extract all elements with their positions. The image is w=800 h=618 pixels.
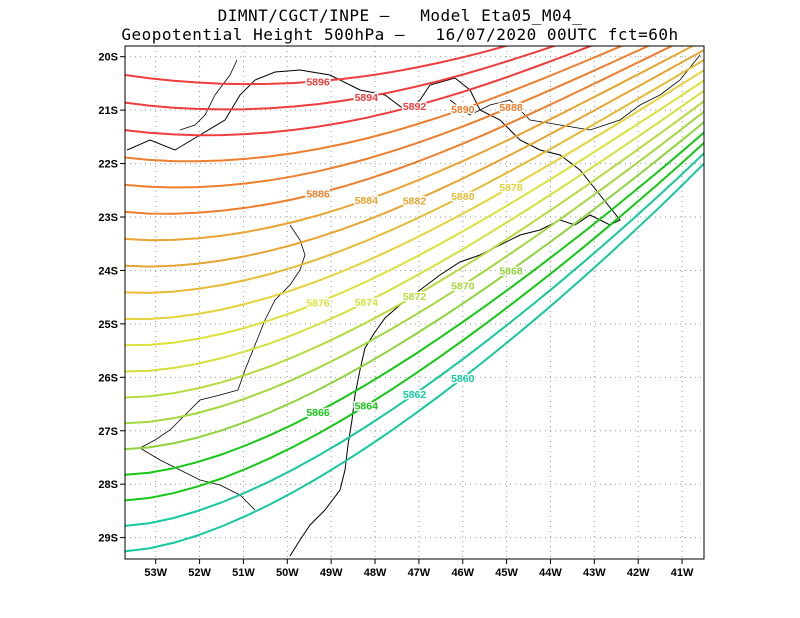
lat-tick-label: 25S <box>98 319 118 331</box>
contour-line <box>125 131 704 476</box>
lon-tick-label: 41W <box>671 567 694 579</box>
axis-ticks: 53W 52W 51W 50W 49W 48W 47W 46W 45W 44W 43W 42W 41W 2… <box>98 52 694 579</box>
lat-tick-label: 26S <box>98 372 118 384</box>
map-subtitle: Geopotential Height 500hPa – 16/07/2020 … <box>121 25 679 44</box>
lon-tick-label: 46W <box>451 567 474 579</box>
lon-tick-label: 50W <box>276 567 299 579</box>
contour-line <box>125 69 704 321</box>
contour-line <box>125 46 594 137</box>
contour-line <box>125 89 704 373</box>
contour-line <box>125 46 651 189</box>
contour-label: 5868 <box>499 265 523 277</box>
lat-tick-label: 23S <box>98 212 118 224</box>
contour-line <box>125 121 704 451</box>
contour-line <box>125 162 704 553</box>
contour-label: 5896 <box>306 76 330 88</box>
contour-label: 5882 <box>403 196 427 208</box>
map-title: DIMNT/CGCT/INPE – Model Eta05_M04_ <box>217 6 583 25</box>
lat-tick-label: 22S <box>98 159 118 171</box>
contour-line <box>125 142 704 502</box>
contour-line <box>125 152 704 527</box>
contour-label: 5860 <box>451 373 475 385</box>
lat-tick-label: 21S <box>98 105 118 117</box>
lon-tick-label: 42W <box>627 567 650 579</box>
contour-label: 5886 <box>306 188 330 200</box>
contour-label: 5870 <box>451 280 475 292</box>
lon-tick-label: 51W <box>232 567 255 579</box>
lon-tick-label: 48W <box>364 567 387 579</box>
lat-tick-label: 24S <box>98 265 118 277</box>
lat-tick-label: 29S <box>98 533 118 545</box>
contour-label: 5894 <box>355 92 379 104</box>
contour-line <box>125 46 695 242</box>
contour-label: 5878 <box>499 182 523 194</box>
lon-tick-label: 52W <box>188 567 211 579</box>
lon-tick-label: 49W <box>320 567 343 579</box>
contour-label: 5874 <box>355 297 379 309</box>
contour-label: 5876 <box>306 298 330 310</box>
contour-line <box>125 46 625 163</box>
contour-line <box>125 46 510 86</box>
contour-line <box>125 59 704 294</box>
lon-tick-label: 53W <box>144 567 167 579</box>
contour-label: 5884 <box>355 195 379 207</box>
contour-label: 5890 <box>451 104 475 116</box>
contour-line <box>125 46 675 215</box>
contour-line <box>125 110 704 425</box>
contour-label: 5892 <box>403 101 427 113</box>
contour-line <box>125 79 704 347</box>
lon-tick-label: 47W <box>408 567 431 579</box>
contour-label: 5864 <box>355 401 379 413</box>
lon-tick-label: 44W <box>539 567 562 579</box>
contour-line <box>125 49 704 268</box>
contour-line <box>125 100 704 399</box>
contour-label: 5880 <box>451 191 475 203</box>
contour-label: 5862 <box>403 389 427 401</box>
contour-label: 5872 <box>403 291 427 303</box>
map-frame <box>124 45 705 560</box>
contour-label: 5888 <box>499 102 523 114</box>
lon-tick-label: 45W <box>495 567 518 579</box>
contour-label: 5866 <box>306 407 330 419</box>
geopotential-contours: 5896 5894 5892 5890 5888 5886 5884 5882 5880 5878… <box>125 46 704 553</box>
lon-tick-label: 43W <box>583 567 606 579</box>
lat-tick-label: 27S <box>98 426 118 438</box>
lat-tick-label: 28S <box>98 479 118 491</box>
contour-line <box>125 46 558 111</box>
lat-tick-label: 20S <box>98 52 118 64</box>
